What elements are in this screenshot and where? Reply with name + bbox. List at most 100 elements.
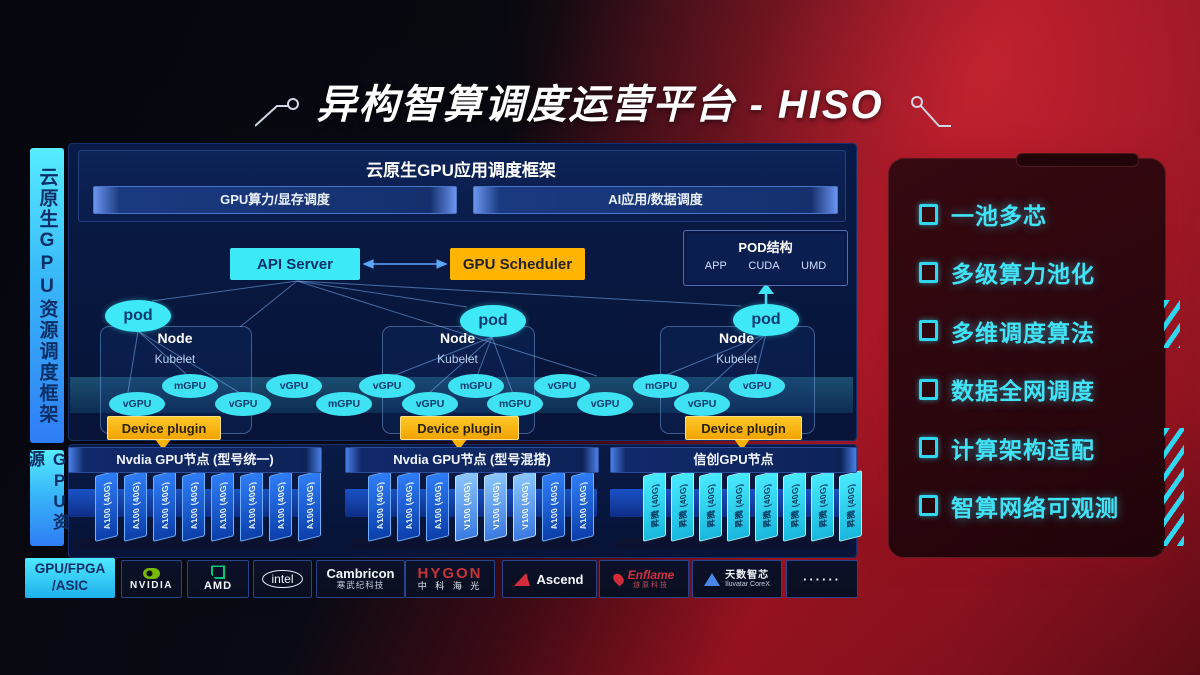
pod-struct-item: APP <box>704 260 727 272</box>
iluvatar-icon <box>704 572 721 586</box>
gpu-card-label: A100 (40G) <box>432 481 443 531</box>
vgpu-ellipse: vGPU <box>729 374 785 398</box>
gpu-card-label: 昇腾 (40G) <box>789 483 800 529</box>
vendor-logo-enflame: Enflame 燧原科技 <box>610 567 675 590</box>
vendor-logo-cambricon: Cambricon 寒武纪科技 <box>326 566 395 591</box>
vendor-text: NVIDIA <box>130 579 173 591</box>
pod-structure-title: POD结构 <box>738 240 793 255</box>
gpu-card: A100 (40G) <box>269 470 292 542</box>
gpu-card: V100 (40G) <box>513 470 536 542</box>
vgpu-ellipse: vGPU <box>109 392 165 416</box>
gpu-card-label: 昇腾 (40G) <box>733 483 744 529</box>
feature-item: 多级算力池化 <box>919 255 1165 289</box>
node-label: Node <box>157 330 193 346</box>
feature-item: 数据全网调度 <box>919 372 1165 406</box>
kubelet-label: Kubelet <box>437 352 478 366</box>
pod-struct-item: UMD <box>801 260 827 272</box>
features-panel: 一池多芯多级算力池化 多维调度算法数据全网调度 计算架构适配 智算网络可观测 <box>888 153 1166 558</box>
vendor-text: Enflame <box>627 567 675 582</box>
feature-item: 多维调度算法 <box>919 314 1165 348</box>
feature-label: 一池多芯 <box>951 203 1047 229</box>
vendor-text: Iluvatar CoreX <box>725 580 770 588</box>
feature-item: 计算架构适配 <box>919 431 1165 465</box>
device-plugin-box: Device plugin <box>685 416 802 440</box>
page-title: 异构智算调度运营平台 - HISO <box>316 83 884 127</box>
checkbox-square-icon <box>919 261 938 283</box>
gpu-card: 昇腾 (40G) <box>783 470 806 542</box>
gpu-card-label: A100 (40G) <box>130 481 141 531</box>
vendor-logo-intel: intel <box>262 570 303 588</box>
vendor-logo-enflame-text: Enflame 燧原科技 <box>627 567 675 590</box>
feature-item: 智算网络可观测 <box>919 489 1165 523</box>
gpu-card-label: 昇腾 (40G) <box>817 483 828 529</box>
feature-item: 一池多芯 <box>919 197 1165 231</box>
gpu-card: A100 (40G) <box>542 470 565 542</box>
vendor-tile-intel: intel <box>253 560 312 598</box>
ascend-icon <box>513 572 534 586</box>
checkbox-square-icon <box>919 437 938 459</box>
gpu-card: 昇腾 (40G) <box>699 470 722 542</box>
hazard-stripes-decoration <box>1164 428 1184 546</box>
vendor-text: Cambricon <box>326 566 395 582</box>
vgpu-ellipse: vGPU <box>577 392 633 416</box>
vendor-label-line1: GPU/FPGA <box>34 561 106 577</box>
vendor-logo-more: ······ <box>803 571 841 587</box>
device-plugin-box: Device plugin <box>107 416 221 440</box>
gpu-card-label: 昇腾 (40G) <box>649 483 660 529</box>
gpu-scheduler-box: GPU Scheduler <box>450 248 585 280</box>
gpu-card-label: 昇腾 (40G) <box>845 483 856 529</box>
pod-ellipse: pod <box>733 304 799 336</box>
gpu-card: 昇腾 (40G) <box>839 470 862 542</box>
vendor-tile-iluvatar: 天数智芯 Iluvatar CoreX <box>692 560 782 598</box>
vendor-category-label: GPU/FPGA /ASIC <box>25 558 115 598</box>
gpu-shelf-base <box>616 538 849 549</box>
gpu-card: A100 (40G) <box>182 470 205 542</box>
gpu-card: 昇腾 (40G) <box>727 470 750 542</box>
feature-label: 数据全网调度 <box>951 378 1095 405</box>
pod-ellipse: pod <box>460 305 526 337</box>
vendor-tile-cambricon: Cambricon 寒武纪科技 <box>316 560 405 598</box>
vgpu-ellipse: vGPU <box>674 392 730 416</box>
gpu-shelf-base <box>351 538 591 549</box>
vgpu-ellipse: vGPU <box>534 374 590 398</box>
pod-ellipse: pod <box>105 300 171 332</box>
gpu-card-label: A100 (40G) <box>246 481 257 531</box>
gpu-shelf-base <box>74 538 314 549</box>
gpu-card: A100 (40G) <box>571 470 594 542</box>
gpu-card: A100 (40G) <box>95 470 118 542</box>
feature-label: 智算网络可观测 <box>951 494 1119 521</box>
vendor-logo-iluvatar-text: 天数智芯 Iluvatar CoreX <box>725 570 770 589</box>
app-scheduling-heading: 云原生GPU应用调度框架 <box>366 161 556 180</box>
checkbox-square-icon <box>919 320 938 342</box>
checkbox-square-icon <box>919 495 938 517</box>
gpu-card: A100 (40G) <box>124 470 147 542</box>
vendor-text: HYGON <box>417 564 483 582</box>
gpu-card-label: A100 (40G) <box>577 481 588 531</box>
vendor-text: 天数智芯 <box>725 569 770 581</box>
vgpu-ellipse: vGPU <box>402 392 458 416</box>
kubelet-label: Kubelet <box>716 352 757 366</box>
gpu-card-label: 昇腾 (40G) <box>677 483 688 529</box>
vendor-logo-nvidia: NVIDIA <box>130 567 173 591</box>
mgpu-ellipse: mGPU <box>162 374 218 398</box>
gpu-node-bar: Nvdia GPU节点 (型号混搭) <box>345 447 599 473</box>
vendor-logo-ascend: Ascend <box>513 572 583 587</box>
gpu-node-bar: 信创GPU节点 <box>610 447 857 473</box>
sidebar-ribbon-cloud-native: 云原生GPU资源调度框架 <box>30 148 64 443</box>
vendor-logo-hygon: HYGON 中 科 海 光 <box>417 564 483 592</box>
gpu-card-label: A100 (40G) <box>304 481 315 531</box>
ai-data-scheduling-bar: AI应用/数据调度 <box>473 186 838 214</box>
pod-struct-item: CUDA <box>748 260 780 272</box>
amd-icon <box>211 565 225 580</box>
gpu-card-label: V100 (40G) <box>490 481 501 531</box>
vendor-text: AMD <box>203 580 233 593</box>
gpu-card: A100 (40G) <box>426 470 449 542</box>
gpu-card-label: A100 (40G) <box>188 481 199 531</box>
vgpu-ellipse: vGPU <box>359 374 415 398</box>
pod-structure-items: APP CUDA UMD <box>684 256 847 272</box>
gpu-card-label: A100 (40G) <box>374 481 385 531</box>
feature-label: 计算架构适配 <box>951 436 1095 463</box>
gpu-card: V100 (40G) <box>455 470 478 542</box>
mgpu-ellipse: mGPU <box>316 392 372 416</box>
